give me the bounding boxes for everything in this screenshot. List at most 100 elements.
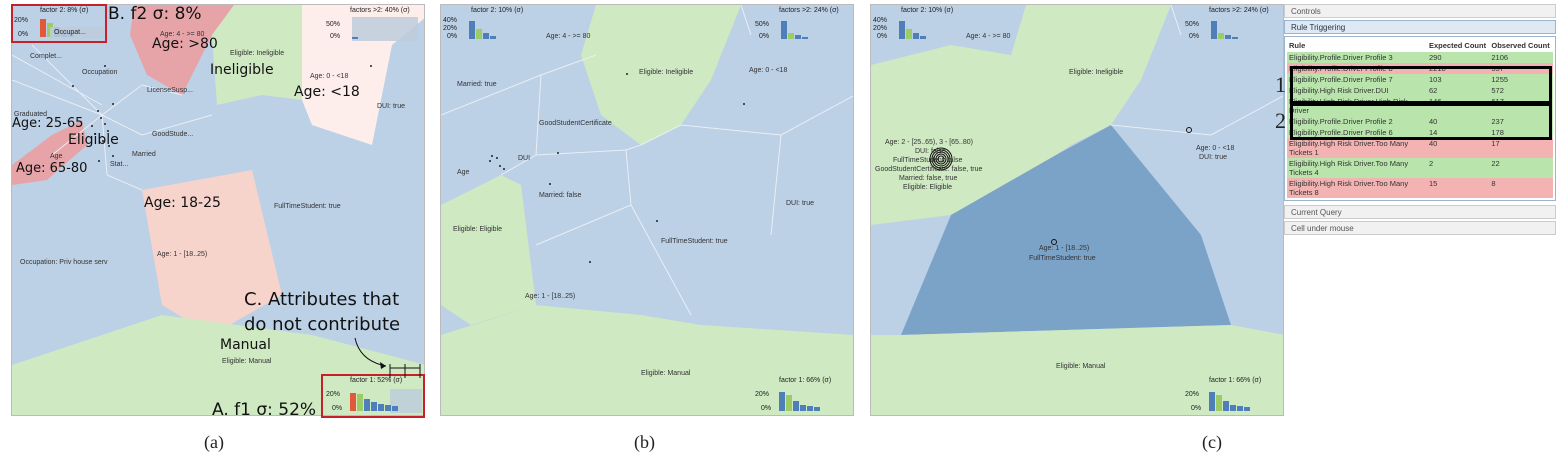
observed-count: 22: [1489, 158, 1553, 178]
observed-count: 572: [1489, 85, 1553, 96]
cluster-ring-small: [1186, 127, 1192, 133]
col-rule[interactable]: Rule: [1289, 41, 1306, 50]
highlight-box-2: [1290, 103, 1552, 140]
histogram-bar: [802, 37, 808, 39]
label-age0: Age: 0 - <18: [749, 67, 788, 74]
col-observed[interactable]: Observed Count: [1491, 41, 1550, 50]
col-expected[interactable]: Expected Count: [1429, 41, 1487, 50]
rule-triggering-header[interactable]: Rule Triggering: [1284, 20, 1556, 34]
controls-sidebar: Controls Rule Triggering Rule Expected C…: [1284, 4, 1556, 280]
rule-row[interactable]: Eligibility.Profile.Driver Profile 3 290 2…: [1287, 52, 1553, 63]
cell-under-mouse-header[interactable]: Cell under mouse: [1284, 221, 1556, 235]
histogram-factor-1: factor 1: 66% (σ) 20% 0%: [1183, 375, 1283, 415]
panel-c-voronoi[interactable]: Age: 4 - >= 80 Eligible: Ineligible Age:…: [870, 4, 1284, 416]
hist-title: factor 1: 66% (σ): [779, 377, 832, 384]
annotation-age80: Age: >80: [152, 36, 218, 52]
histogram-bar: [1218, 33, 1224, 39]
hist-ybottom: 0%: [330, 33, 341, 40]
controls-header[interactable]: Controls: [1284, 4, 1556, 18]
caption-c: (c): [1202, 432, 1222, 452]
rule-name: Eligibility.High Risk Driver.Too Many Ti…: [1287, 138, 1427, 158]
expected-count: 103: [1427, 74, 1490, 85]
rule-row[interactable]: Eligibility.Profile.Driver Profile 2 40 23…: [1287, 116, 1553, 127]
label-fulltime: FullTimeStudent: true: [274, 203, 341, 210]
annotation-ineligible: Ineligible: [210, 62, 274, 78]
label-married: Married: [132, 151, 156, 158]
panel-b-voronoi[interactable]: Age: 4 - >= 80 Eligible: Ineligible Age:…: [440, 4, 854, 416]
annotation-age2565: Age: 25-65: [12, 116, 84, 131]
label-age: Age: [457, 169, 470, 176]
highlight-box-f1: [321, 374, 425, 418]
label-age4: Age: 4 - >= 80: [546, 33, 591, 40]
cluster-ring-center: [1051, 239, 1057, 245]
cluster-rings: [929, 147, 953, 171]
histogram-bar: [350, 393, 356, 411]
label-eligible-ineligible: Eligible: Ineligible: [1069, 69, 1124, 76]
hist-title: factor 1: 52% (σ): [350, 377, 403, 384]
marker-1: 1: [1275, 72, 1286, 97]
hist-title: factor 2: 10% (σ): [471, 7, 524, 14]
label-cluster-2: DUI: false: [915, 148, 946, 155]
observed-count: 17: [1489, 138, 1553, 158]
rule-row[interactable]: Eligibility.High Risk Driver.Too Many Ti…: [1287, 178, 1553, 198]
histogram-bar: [906, 29, 912, 39]
hist-ymid: 20%: [873, 25, 888, 32]
rule-name: Eligibility.High Risk Driver.DUI: [1287, 85, 1427, 96]
highlight-box-1: [1290, 66, 1552, 104]
observed-count: 2106: [1489, 52, 1553, 63]
histogram-bar: [781, 21, 787, 39]
annotation-eligible: Eligible: [68, 132, 119, 148]
panel-c-regions: [871, 5, 1283, 415]
rule-row[interactable]: Eligibility.High Risk Driver.Too Many Ti…: [1287, 138, 1553, 158]
expected-count: 40: [1427, 116, 1490, 127]
histogram-bar: [364, 399, 370, 411]
histogram-bar: [371, 402, 377, 411]
label-dui-true: DUI: true: [786, 200, 815, 207]
hist-ytop: 40%: [443, 17, 458, 24]
hist-ymid: 20%: [443, 25, 458, 32]
hist-ytop: 20%: [14, 17, 29, 24]
annotation-a: A. f1 σ: 52%: [212, 400, 317, 420]
expected-count: 14: [1427, 127, 1490, 138]
hist-ybottom: 0%: [761, 405, 772, 412]
histogram-bar: [1244, 407, 1250, 411]
current-query-header[interactable]: Current Query: [1284, 205, 1556, 219]
label-dui: DUI: [518, 155, 531, 162]
hist-ytop: 50%: [1185, 21, 1200, 28]
histogram-factor-2: factor 2: 10% (σ) 40% 20% 0%: [443, 7, 533, 43]
histogram-bar: [352, 37, 358, 39]
annotation-c2: do not contribute: [244, 314, 401, 335]
label-eligible-manual: Eligible: Manual: [1056, 363, 1106, 370]
histogram-factors-gt2: factors >2: 24% (σ) 50% 0%: [751, 7, 851, 43]
hist-ytop: 20%: [1185, 391, 1200, 398]
label-eligible-manual: Eligible: Manual: [222, 358, 272, 365]
histogram-bar: [779, 392, 785, 411]
hist-title: factor 2: 8% (σ): [40, 7, 89, 14]
histogram-bar: [795, 35, 801, 39]
rule-name: Eligibility.High Risk Driver.Too Many Ti…: [1287, 158, 1427, 178]
histogram-bar: [490, 36, 496, 39]
observed-count: 178: [1489, 127, 1553, 138]
label-occupation: Occupation: [82, 69, 118, 76]
rule-row[interactable]: Eligibility.Profile.Driver Profile 6 14 17…: [1287, 127, 1553, 138]
histogram-factor-1: factor 1: 52% (σ) 20% 0%: [324, 375, 424, 415]
label-graduated: Graduated: [14, 111, 48, 118]
hist-ybottom: 0%: [1189, 33, 1200, 40]
rule-row[interactable]: Eligibility.High Risk Driver.DUI 62 572: [1287, 85, 1553, 96]
label-age-1: Age: 1 - [18..25): [157, 251, 208, 258]
label-age-small: Age: [50, 153, 63, 160]
label-age-0: Age: 0 - <18: [310, 73, 349, 80]
label-cluster-6: Eligible: Eligible: [903, 184, 953, 191]
label-fulltime: FullTimeStudent: true: [1029, 255, 1096, 262]
rule-row[interactable]: Eligibility.High Risk Driver.Too Many Ti…: [1287, 158, 1553, 178]
histogram-bar: [1232, 37, 1238, 39]
histogram-bar: [814, 407, 820, 411]
hist-title: factor 2: 10% (σ): [901, 7, 954, 14]
hist-ybottom: 0%: [759, 33, 770, 40]
hist-label: Occupat...: [54, 29, 86, 36]
rule-row[interactable]: Eligibility.Profile.Driver Profile 7 103 1…: [1287, 74, 1553, 85]
label-cluster-5: Married: false, true: [899, 175, 958, 182]
observed-count: 237: [1489, 116, 1553, 127]
rule-name: Eligibility.High Risk Driver.Too Many Ti…: [1287, 178, 1427, 198]
highlight-box-f2: [11, 4, 107, 43]
